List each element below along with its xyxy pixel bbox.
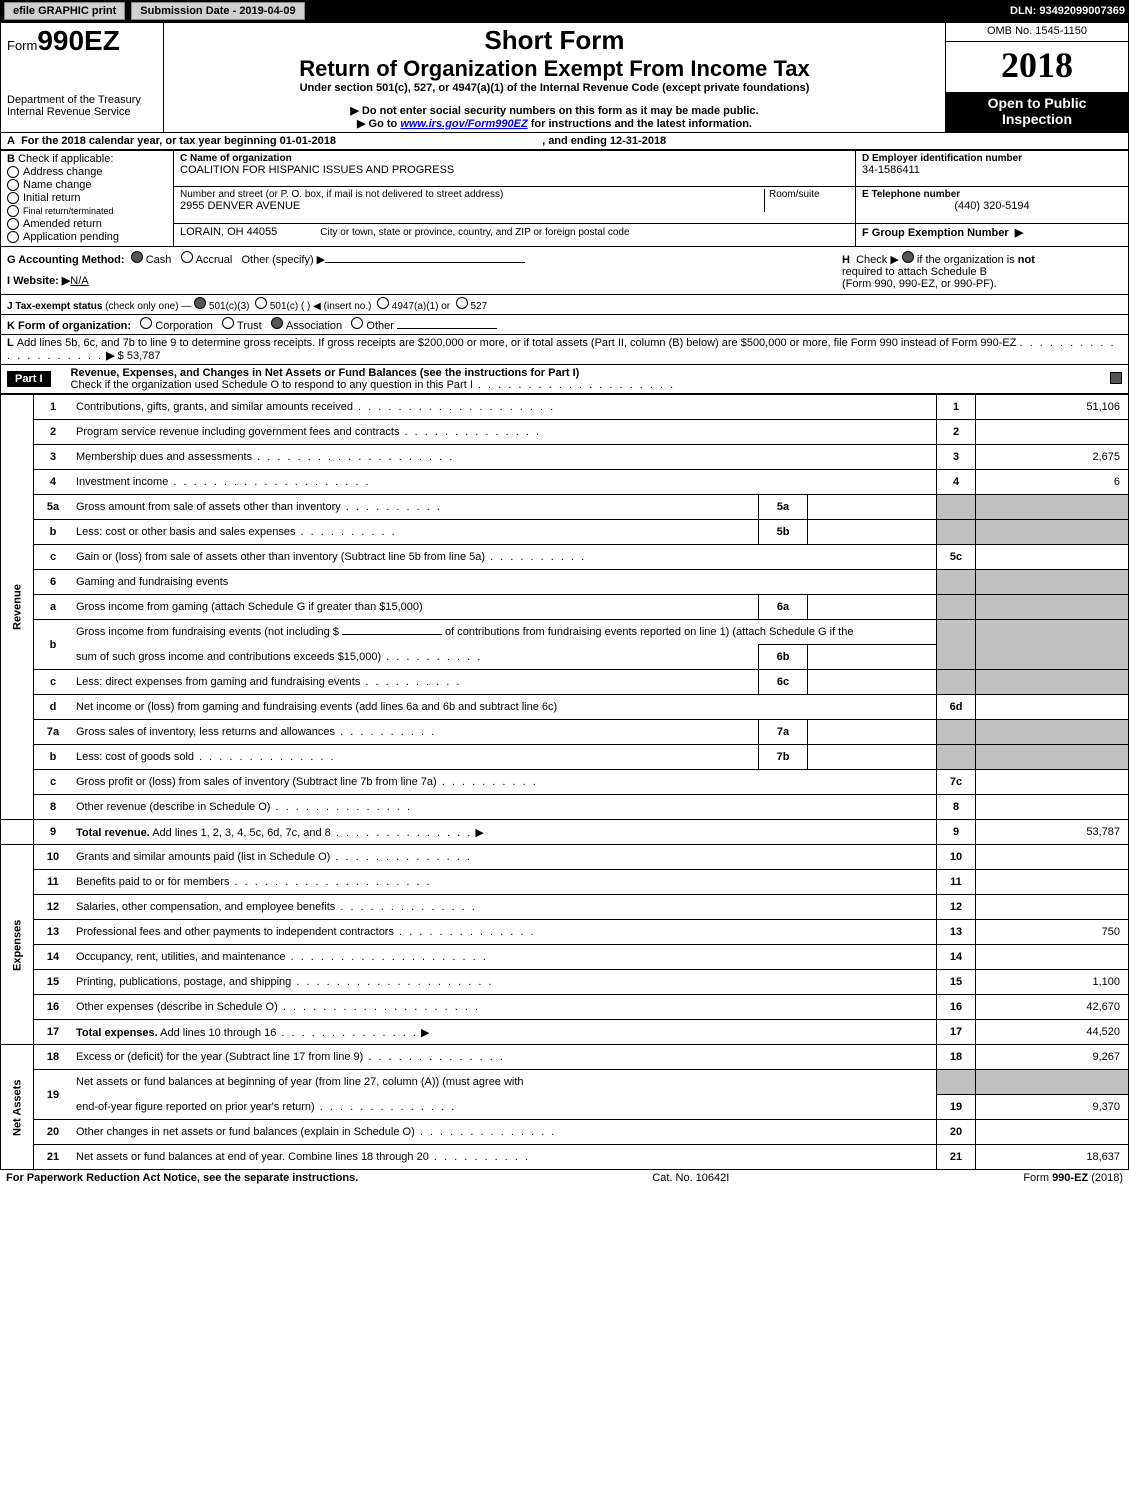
form-prefix: Form	[7, 38, 37, 53]
line21-amount: 18,637	[976, 1145, 1129, 1170]
org-info-table: B Check if applicable: Address change Na…	[0, 150, 1129, 247]
section-gh: G Accounting Method: Cash Accrual Other …	[0, 247, 1129, 295]
tax-year: 2018	[946, 41, 1129, 92]
footer-left: For Paperwork Reduction Act Notice, see …	[6, 1172, 358, 1184]
line7c-amount	[976, 770, 1129, 795]
form-number: 990EZ	[37, 25, 120, 56]
main-financial-table: Revenue 1 Contributions, gifts, grants, …	[0, 394, 1129, 1170]
line8-amount	[976, 795, 1129, 820]
line19-amount: 9,370	[976, 1095, 1129, 1120]
revenue-side-label: Revenue	[1, 395, 34, 820]
ein-value: 34-1586411	[862, 164, 1122, 176]
short-form-title: Short Form	[170, 25, 939, 56]
check-association[interactable]	[271, 317, 283, 329]
expenses-side-label: Expenses	[1, 845, 34, 1045]
check-cash[interactable]	[131, 251, 143, 263]
line16-amount: 42,670	[976, 995, 1129, 1020]
form-header: Form990EZ Short Form Return of Organizat…	[0, 22, 1129, 133]
submission-date-label: Submission Date - 2019-04-09	[131, 2, 304, 20]
check-trust[interactable]	[222, 317, 234, 329]
check-schedule-b[interactable]	[902, 251, 914, 263]
check-accrual[interactable]	[181, 251, 193, 263]
check-application-pending[interactable]: Application pending	[7, 231, 167, 243]
line11-amount	[976, 870, 1129, 895]
line4-amount: 6	[976, 470, 1129, 495]
return-title: Return of Organization Exempt From Incom…	[170, 56, 939, 82]
line15-amount: 1,100	[976, 970, 1129, 995]
under-section-text: Under section 501(c), 527, or 4947(a)(1)…	[170, 82, 939, 94]
line3-amount: 2,675	[976, 445, 1129, 470]
net-assets-side-label: Net Assets	[1, 1045, 34, 1170]
section-l: L Add lines 5b, 6c, and 7b to line 9 to …	[0, 335, 1129, 365]
line10-amount	[976, 845, 1129, 870]
line9-amount: 53,787	[976, 820, 1129, 845]
line18-amount: 9,267	[976, 1045, 1129, 1070]
omb-number: OMB No. 1545-1150	[946, 23, 1129, 42]
org-name: COALITION FOR HISPANIC ISSUES AND PROGRE…	[180, 164, 849, 176]
check-other-org[interactable]	[351, 317, 363, 329]
goto-text: ▶ Go to www.irs.gov/Form990EZ for instru…	[170, 117, 939, 130]
line6d-amount	[976, 695, 1129, 720]
check-4947[interactable]	[377, 297, 389, 309]
section-a: A For the 2018 calendar year, or tax yea…	[0, 133, 1129, 150]
phone-value: (440) 320-5194	[862, 200, 1122, 212]
org-address: 2955 DENVER AVENUE	[180, 200, 764, 212]
efile-print-button[interactable]: efile GRAPHIC print	[4, 2, 125, 20]
line5c-amount	[976, 545, 1129, 570]
line14-amount	[976, 945, 1129, 970]
footer-right: Form 990-EZ (2018)	[1023, 1172, 1123, 1184]
dln-label: DLN: 93492099007369	[1010, 5, 1125, 17]
dept-label: Department of the Treasury	[7, 94, 157, 106]
line1-amount: 51,106	[976, 395, 1129, 420]
check-schedule-o[interactable]	[1110, 372, 1122, 384]
line12-amount	[976, 895, 1129, 920]
org-city: LORAIN, OH 44055	[180, 226, 277, 238]
irs-link[interactable]: www.irs.gov/Form990EZ	[400, 118, 527, 130]
footer-center: Cat. No. 10642I	[652, 1172, 729, 1184]
open-public-badge: Open to Public Inspection	[946, 92, 1129, 132]
check-address-change[interactable]: Address change	[7, 166, 167, 178]
part1-header-row: Part I Revenue, Expenses, and Changes in…	[0, 365, 1129, 394]
part1-badge: Part I	[7, 371, 51, 387]
irs-label: Internal Revenue Service	[7, 106, 157, 118]
section-j: J Tax-exempt status (check only one) — 5…	[0, 295, 1129, 315]
check-501c3[interactable]	[194, 297, 206, 309]
gross-receipts-value: $ 53,787	[118, 350, 161, 362]
no-ssn-text: ▶ Do not enter social security numbers o…	[170, 104, 939, 117]
line17-amount: 44,520	[976, 1020, 1129, 1045]
check-name-change[interactable]: Name change	[7, 179, 167, 191]
check-corporation[interactable]	[140, 317, 152, 329]
line13-amount: 750	[976, 920, 1129, 945]
check-amended-return[interactable]: Amended return	[7, 218, 167, 230]
page-footer: For Paperwork Reduction Act Notice, see …	[0, 1170, 1129, 1186]
line20-amount	[976, 1120, 1129, 1145]
check-final-return[interactable]: Final return/terminated	[7, 205, 167, 217]
check-501c[interactable]	[255, 297, 267, 309]
section-k: K Form of organization: Corporation Trus…	[0, 315, 1129, 335]
top-bar: efile GRAPHIC print Submission Date - 20…	[0, 0, 1129, 22]
line2-amount	[976, 420, 1129, 445]
check-initial-return[interactable]: Initial return	[7, 192, 167, 204]
website-value: N/A	[70, 275, 88, 287]
check-527[interactable]	[456, 297, 468, 309]
